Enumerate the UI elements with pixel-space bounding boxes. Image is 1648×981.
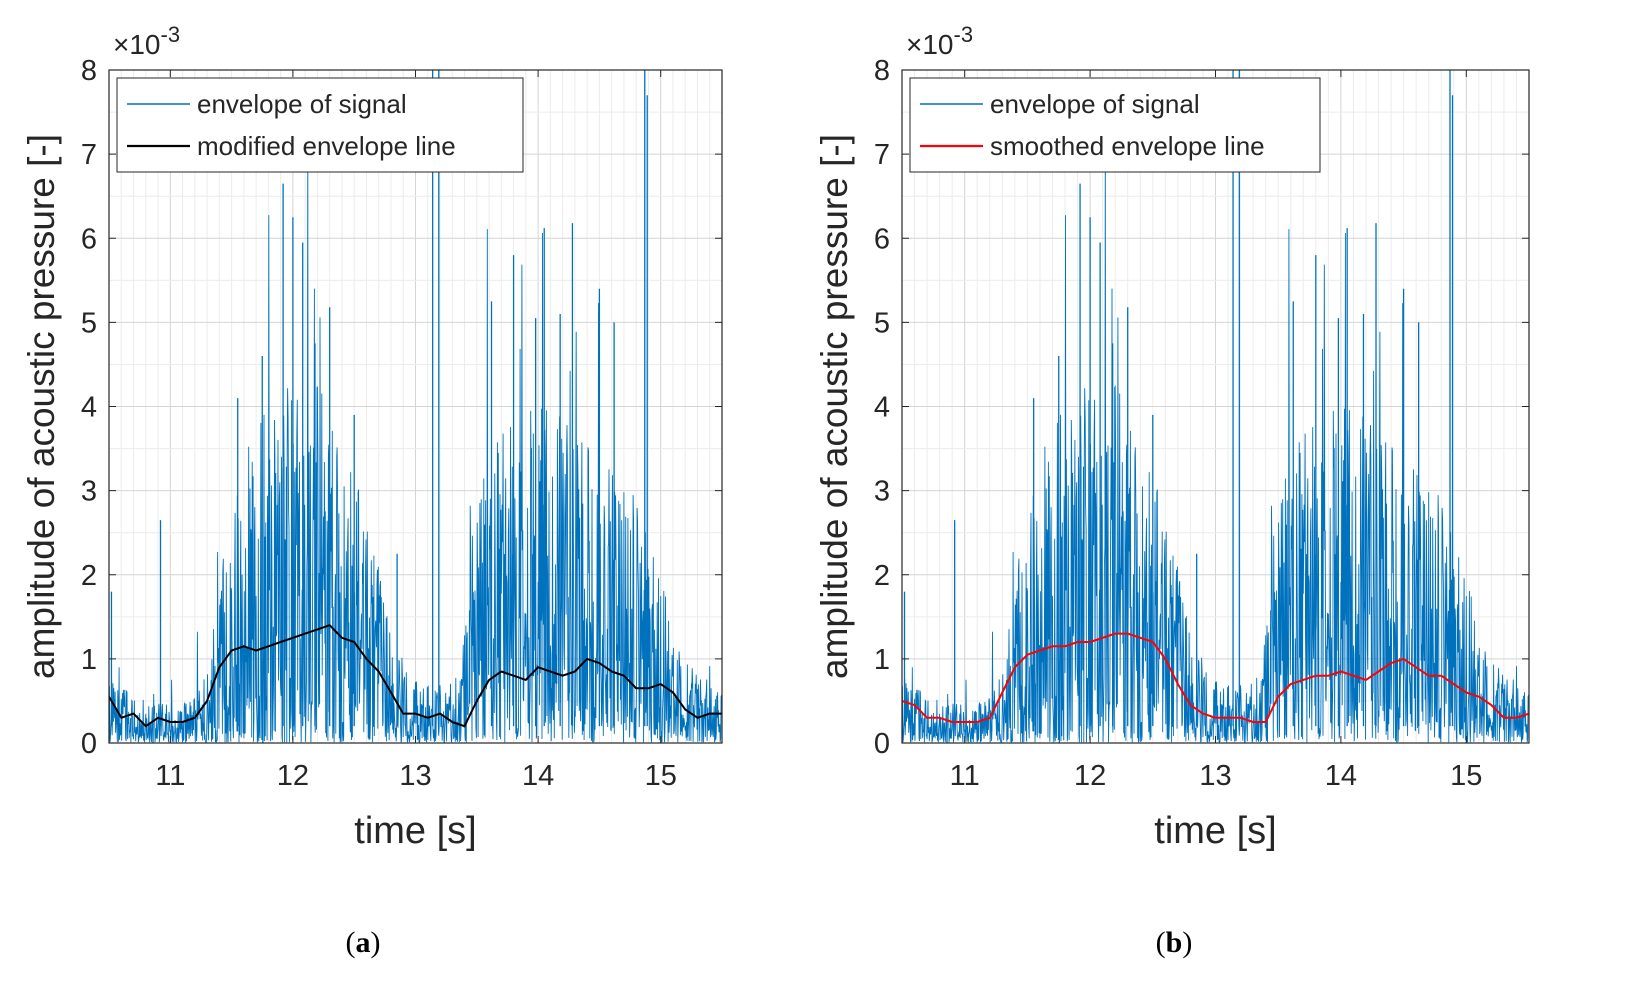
y-tick-label: 3 [81, 476, 97, 508]
y-tick-label: 2 [81, 560, 97, 592]
y-tick-label: 6 [874, 223, 890, 255]
legend: envelope of signal modified envelope line [116, 77, 524, 173]
y-tick-label: 7 [81, 139, 97, 171]
x-axis-label: time [s] [1154, 810, 1276, 852]
legend-label: envelope of signal [197, 89, 407, 119]
legend-label: smoothed envelope line [990, 131, 1265, 161]
series-smoothed-envelope-line [902, 632, 1529, 723]
y-exponent-base: ×10 [113, 29, 161, 60]
legend-label: modified envelope line [197, 131, 456, 161]
x-tick-label: 13 [1199, 760, 1231, 792]
x-tick-label: 12 [1074, 760, 1106, 792]
x-axis-label: time [s] [354, 810, 476, 852]
x-tick-label: 15 [645, 760, 677, 792]
legend: envelope of signal smoothed envelope line [909, 77, 1321, 173]
series-envelope-of-signal [109, 128, 722, 743]
series-modified-envelope-line [109, 624, 722, 728]
y-tick-label: 4 [81, 392, 97, 424]
y-tick-label: 1 [81, 644, 97, 676]
y-tick-label: 0 [874, 728, 890, 760]
y-axis-label: amplitude of acoustic pressure [-] [21, 134, 62, 679]
panel-caption: (b) [1156, 926, 1193, 959]
y-tick-label: 7 [874, 139, 890, 171]
y-tick-label: 8 [81, 55, 97, 87]
panel-caption-letter: b [1166, 926, 1183, 959]
legend-label: envelope of signal [990, 89, 1200, 119]
y-exponent-label: ×10-3 [113, 22, 180, 60]
legend-box [116, 77, 524, 173]
x-tick-label: 14 [522, 760, 554, 792]
y-tick-label: 4 [874, 392, 890, 424]
y-axis-label: amplitude of acoustic pressure [-] [814, 134, 855, 679]
x-tick-label: 11 [950, 760, 980, 792]
y-exponent-power: -3 [954, 22, 974, 47]
y-tick-label: 6 [81, 223, 97, 255]
panel-caption: (a) [346, 926, 381, 959]
y-tick-label: 5 [874, 307, 890, 339]
y-tick-label: 5 [81, 307, 97, 339]
series-envelope-of-signal [902, 128, 1529, 743]
x-tick-label: 11 [155, 760, 185, 792]
legend-box [909, 77, 1321, 173]
y-tick-label: 8 [874, 55, 890, 87]
y-tick-label: 0 [81, 728, 97, 760]
x-tick-label: 15 [1450, 760, 1482, 792]
x-tick-label: 14 [1325, 760, 1357, 792]
y-exponent-label: ×10-3 [906, 22, 973, 60]
y-tick-label: 2 [874, 560, 890, 592]
y-tick-label: 1 [874, 644, 890, 676]
y-tick-label: 3 [874, 476, 890, 508]
x-tick-label: 13 [399, 760, 431, 792]
x-tick-label: 12 [277, 760, 309, 792]
panel-caption-letter: a [356, 926, 371, 959]
y-exponent-power: -3 [161, 22, 181, 47]
y-exponent-base: ×10 [906, 29, 954, 60]
